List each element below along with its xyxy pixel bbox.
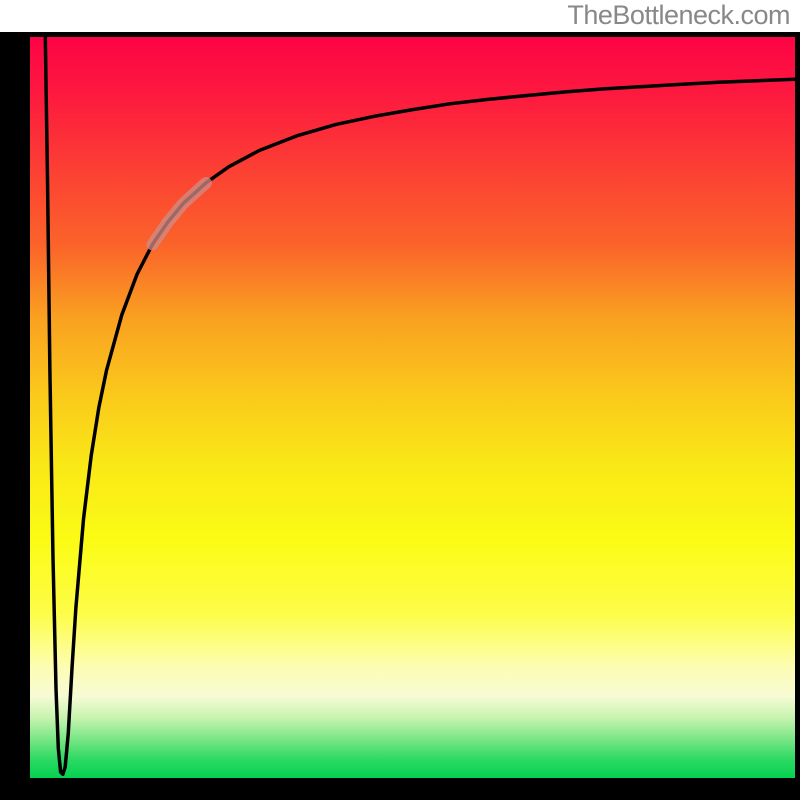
frame-bottom	[0, 778, 800, 800]
bottleneck-chart	[0, 0, 800, 800]
watermark-text: TheBottleneck.com	[567, 0, 790, 31]
chart-container: TheBottleneck.com	[0, 0, 800, 800]
frame-right	[795, 32, 800, 800]
frame-left	[0, 32, 30, 800]
frame-top	[0, 32, 800, 37]
gradient-background	[30, 37, 795, 778]
